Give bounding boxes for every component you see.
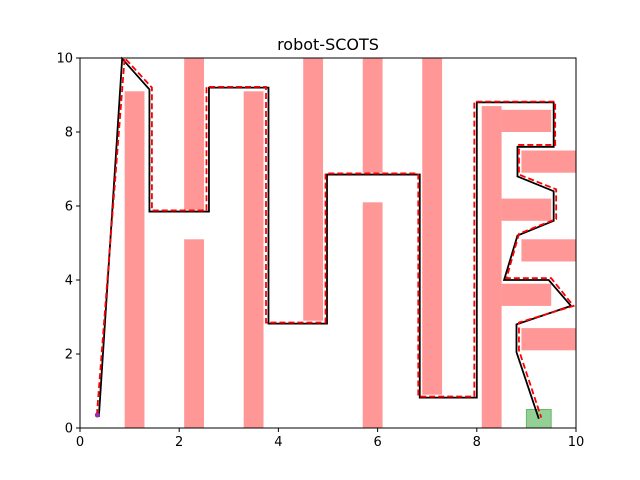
x-tick-label-4: 8 — [473, 435, 481, 450]
obstacle-rect-0 — [124, 91, 145, 429]
obstacle-rect-7 — [422, 58, 443, 395]
obstacle-rect-5 — [362, 202, 383, 428]
trajectory-line-1 — [95, 55, 576, 418]
y-tick-label-1: 2 — [65, 348, 73, 363]
obstacle-rect-1 — [184, 239, 204, 428]
y-axis-ticks: 0 2 4 6 8 10 — [56, 52, 80, 437]
goal-rect — [525, 409, 552, 429]
obstacle-rect-2 — [184, 58, 204, 210]
x-tick-label-0: 0 — [76, 435, 84, 450]
paths-layer — [95, 55, 576, 420]
y-tick-label-4: 8 — [65, 126, 73, 141]
plot-area — [79, 55, 577, 429]
x-tick-label-1: 2 — [175, 435, 183, 450]
goal-layer — [525, 409, 552, 429]
x-tick-label-2: 4 — [274, 435, 282, 450]
chart-title: robot-SCOTS — [277, 35, 379, 54]
y-tick-label-2: 4 — [65, 274, 73, 289]
start-marker — [94, 412, 100, 418]
obstacle-rect-3 — [243, 91, 264, 429]
obstacle-rect-12 — [521, 239, 576, 262]
y-tick-label-0: 0 — [65, 422, 73, 437]
obstacle-rect-8 — [481, 106, 502, 428]
x-tick-label-5: 10 — [568, 435, 585, 450]
obstacle-rect-13 — [501, 283, 552, 306]
axes-frame — [79, 57, 577, 429]
obstacle-rect-9 — [501, 109, 552, 132]
y-tick-label-5: 10 — [56, 52, 73, 67]
obstacle-rect-11 — [501, 198, 552, 221]
start-layer — [94, 412, 100, 418]
obstacle-rect-10 — [521, 150, 576, 173]
obstacle-rect-4 — [303, 58, 324, 321]
x-axis-ticks: 0 2 4 6 8 10 — [76, 428, 584, 450]
obstacle-rect-14 — [521, 328, 576, 351]
obstacles-layer — [124, 58, 576, 429]
y-tick-label-3: 6 — [65, 200, 73, 215]
x-tick-label-3: 6 — [373, 435, 381, 450]
obstacle-rect-6 — [362, 58, 383, 173]
